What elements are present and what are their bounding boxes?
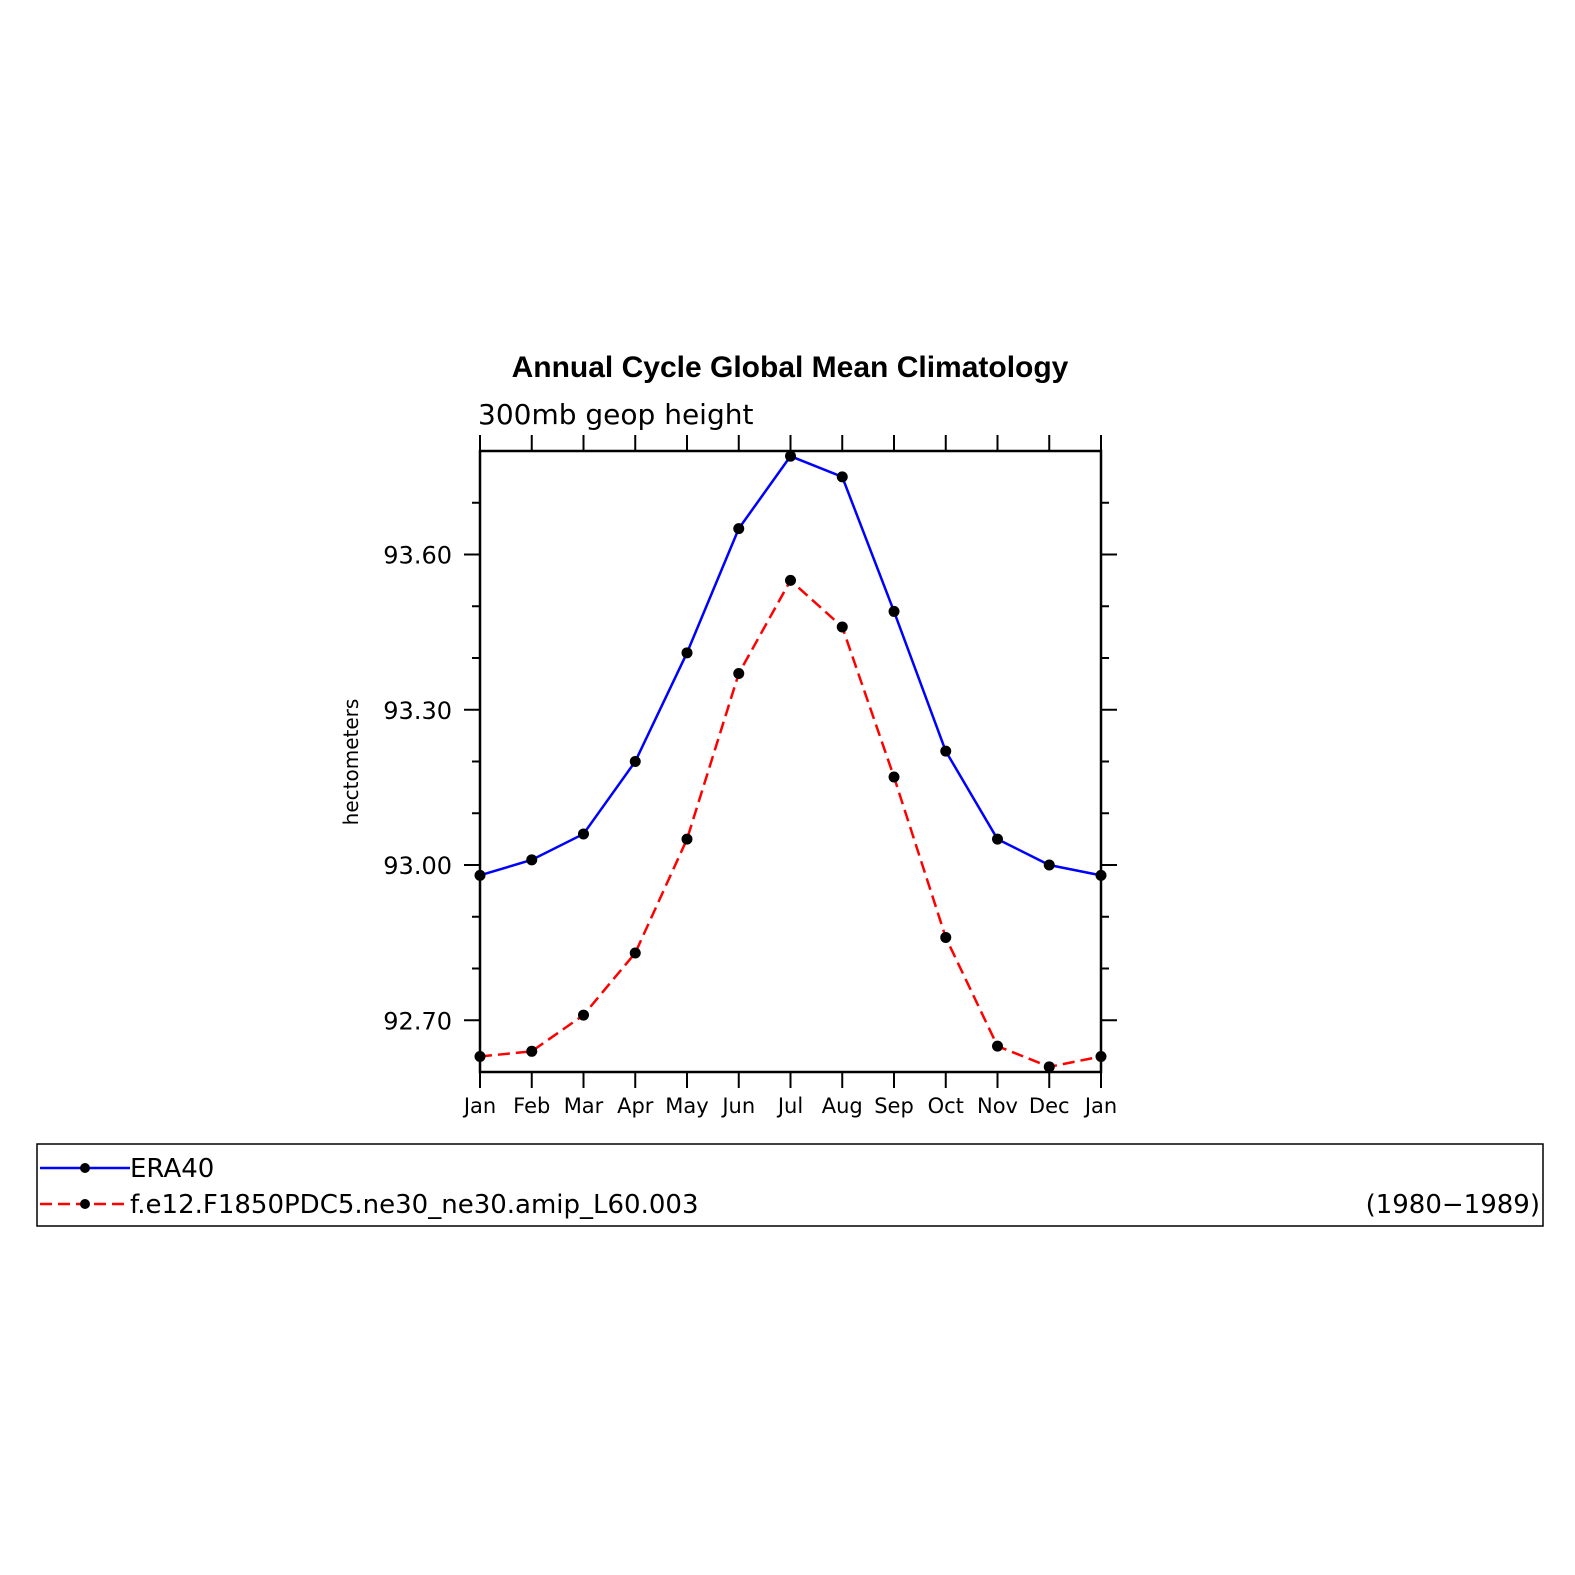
legend-marker-era40 <box>80 1163 90 1173</box>
series-0-point <box>474 869 486 881</box>
y-tick-label: 93.60 <box>383 542 452 570</box>
series-1-point <box>1043 1061 1055 1073</box>
series-0-point <box>681 647 693 659</box>
x-tick-label: May <box>665 1094 708 1118</box>
x-tick-label: Aug <box>822 1094 863 1118</box>
series-0-point <box>836 471 848 483</box>
chart-title: Annual Cycle Global Mean Climatology <box>512 351 1069 384</box>
series-0-point <box>733 523 745 535</box>
series-0-point <box>888 605 900 617</box>
x-tick-label: Sep <box>874 1094 914 1118</box>
plot-frame <box>478 449 1103 1074</box>
series-1-point <box>526 1045 538 1057</box>
series-1-point <box>629 947 641 959</box>
y-tick-label: 93.00 <box>383 852 452 880</box>
series-1-point <box>733 668 745 680</box>
series-1-point <box>578 1009 589 1021</box>
series-0-point <box>1095 869 1107 881</box>
x-axis-ticks: Jan Feb Mar Apr May Jun Jul Aug Sep Oct Nov Dec Jan <box>462 435 1117 1118</box>
x-tick-label: Dec <box>1029 1094 1070 1118</box>
x-tick-label: Jan <box>1083 1094 1117 1118</box>
legend-box <box>36 1143 1544 1227</box>
series-1-point <box>474 1050 486 1062</box>
legend-marker-model <box>80 1199 90 1209</box>
series-0-point <box>992 833 1003 845</box>
legend-period: (1980−1989) <box>1366 1190 1540 1220</box>
series-1-point <box>992 1040 1003 1052</box>
series-0-point <box>1043 859 1055 871</box>
legend-label-era40: ERA40 <box>130 1154 214 1184</box>
series-1-point <box>888 771 900 783</box>
x-tick-label: Apr <box>617 1094 654 1118</box>
y-axis-label: hectometers <box>339 699 363 826</box>
series-1-point <box>785 574 796 586</box>
x-tick-label: Feb <box>513 1094 550 1118</box>
series-0-point <box>526 854 538 866</box>
x-tick-label: Jan <box>462 1094 496 1118</box>
series-0-point <box>940 745 952 757</box>
y-tick-label: 92.70 <box>383 1007 452 1035</box>
series-0-point <box>629 756 641 767</box>
y-tick-label: 93.30 <box>383 697 452 725</box>
series-1-point <box>1095 1050 1107 1062</box>
chart-subtitle: 300mb geop height <box>478 398 753 431</box>
series-0-point <box>578 828 589 840</box>
series-1-point <box>940 931 952 943</box>
series-layer <box>474 450 1107 1073</box>
x-tick-label: Jul <box>776 1094 803 1118</box>
x-tick-label: Oct <box>928 1094 964 1118</box>
series-1-point <box>836 621 848 633</box>
x-tick-label: Mar <box>564 1094 604 1118</box>
series-line-0 <box>479 454 1102 877</box>
legend-label-model: f.e12.F1850PDC5.ne30_ne30.amip_L60.003 <box>130 1190 698 1220</box>
y-axis-ticks: 92.70 93.00 93.30 93.60 <box>383 501 1117 1035</box>
x-tick-label: Nov <box>977 1094 1018 1118</box>
series-line-1 <box>479 578 1102 1069</box>
legend: ERA40 f.e12.F1850PDC5.ne30_ne30.amip_L60… <box>36 1143 1544 1227</box>
x-tick-label: Jun <box>720 1094 755 1118</box>
series-1-point <box>681 833 693 845</box>
series-0-point <box>785 450 796 462</box>
